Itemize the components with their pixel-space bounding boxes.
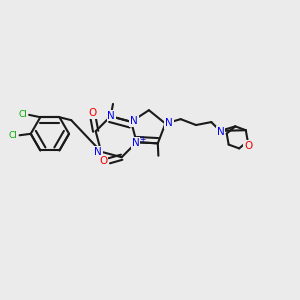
Text: N: N (94, 147, 102, 157)
Text: N: N (130, 116, 138, 126)
Text: Cl: Cl (18, 110, 27, 119)
Text: N: N (107, 111, 115, 121)
Text: +: + (139, 135, 145, 144)
Text: O: O (244, 141, 253, 151)
Text: N: N (217, 127, 225, 136)
Text: N: N (132, 138, 140, 148)
Text: O: O (88, 108, 97, 118)
Text: N: N (165, 118, 173, 128)
Text: O: O (99, 156, 107, 166)
Text: Cl: Cl (9, 131, 17, 140)
